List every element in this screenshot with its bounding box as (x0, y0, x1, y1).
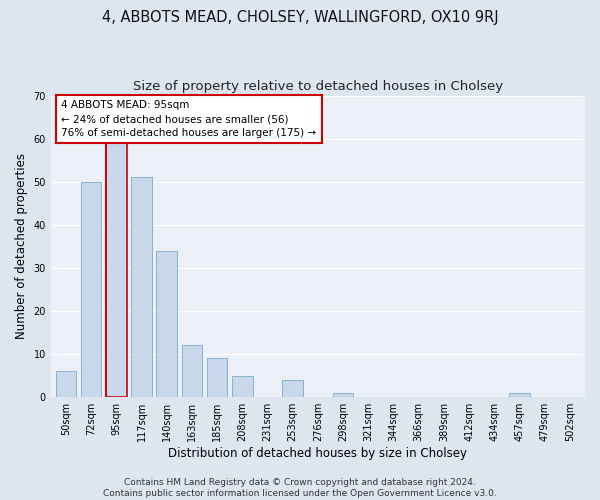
Bar (333, 393, 353, 397)
Bar (157, 250, 177, 397)
Bar (131, 178, 152, 397)
X-axis label: Distribution of detached houses by size in Cholsey: Distribution of detached houses by size … (169, 447, 467, 460)
Text: Contains HM Land Registry data © Crown copyright and database right 2024.
Contai: Contains HM Land Registry data © Crown c… (103, 478, 497, 498)
Bar (207, 358, 227, 397)
Bar (106, 143, 127, 397)
Y-axis label: Number of detached properties: Number of detached properties (15, 154, 28, 340)
Title: Size of property relative to detached houses in Cholsey: Size of property relative to detached ho… (133, 80, 503, 93)
Bar (81, 182, 101, 397)
Bar (509, 393, 530, 397)
Text: 4, ABBOTS MEAD, CHOLSEY, WALLINGFORD, OX10 9RJ: 4, ABBOTS MEAD, CHOLSEY, WALLINGFORD, OX… (101, 10, 499, 25)
Bar (182, 346, 202, 397)
Bar (56, 372, 76, 397)
Bar (283, 380, 303, 397)
Text: 4 ABBOTS MEAD: 95sqm
← 24% of detached houses are smaller (56)
76% of semi-detac: 4 ABBOTS MEAD: 95sqm ← 24% of detached h… (61, 100, 317, 138)
Bar (232, 376, 253, 397)
